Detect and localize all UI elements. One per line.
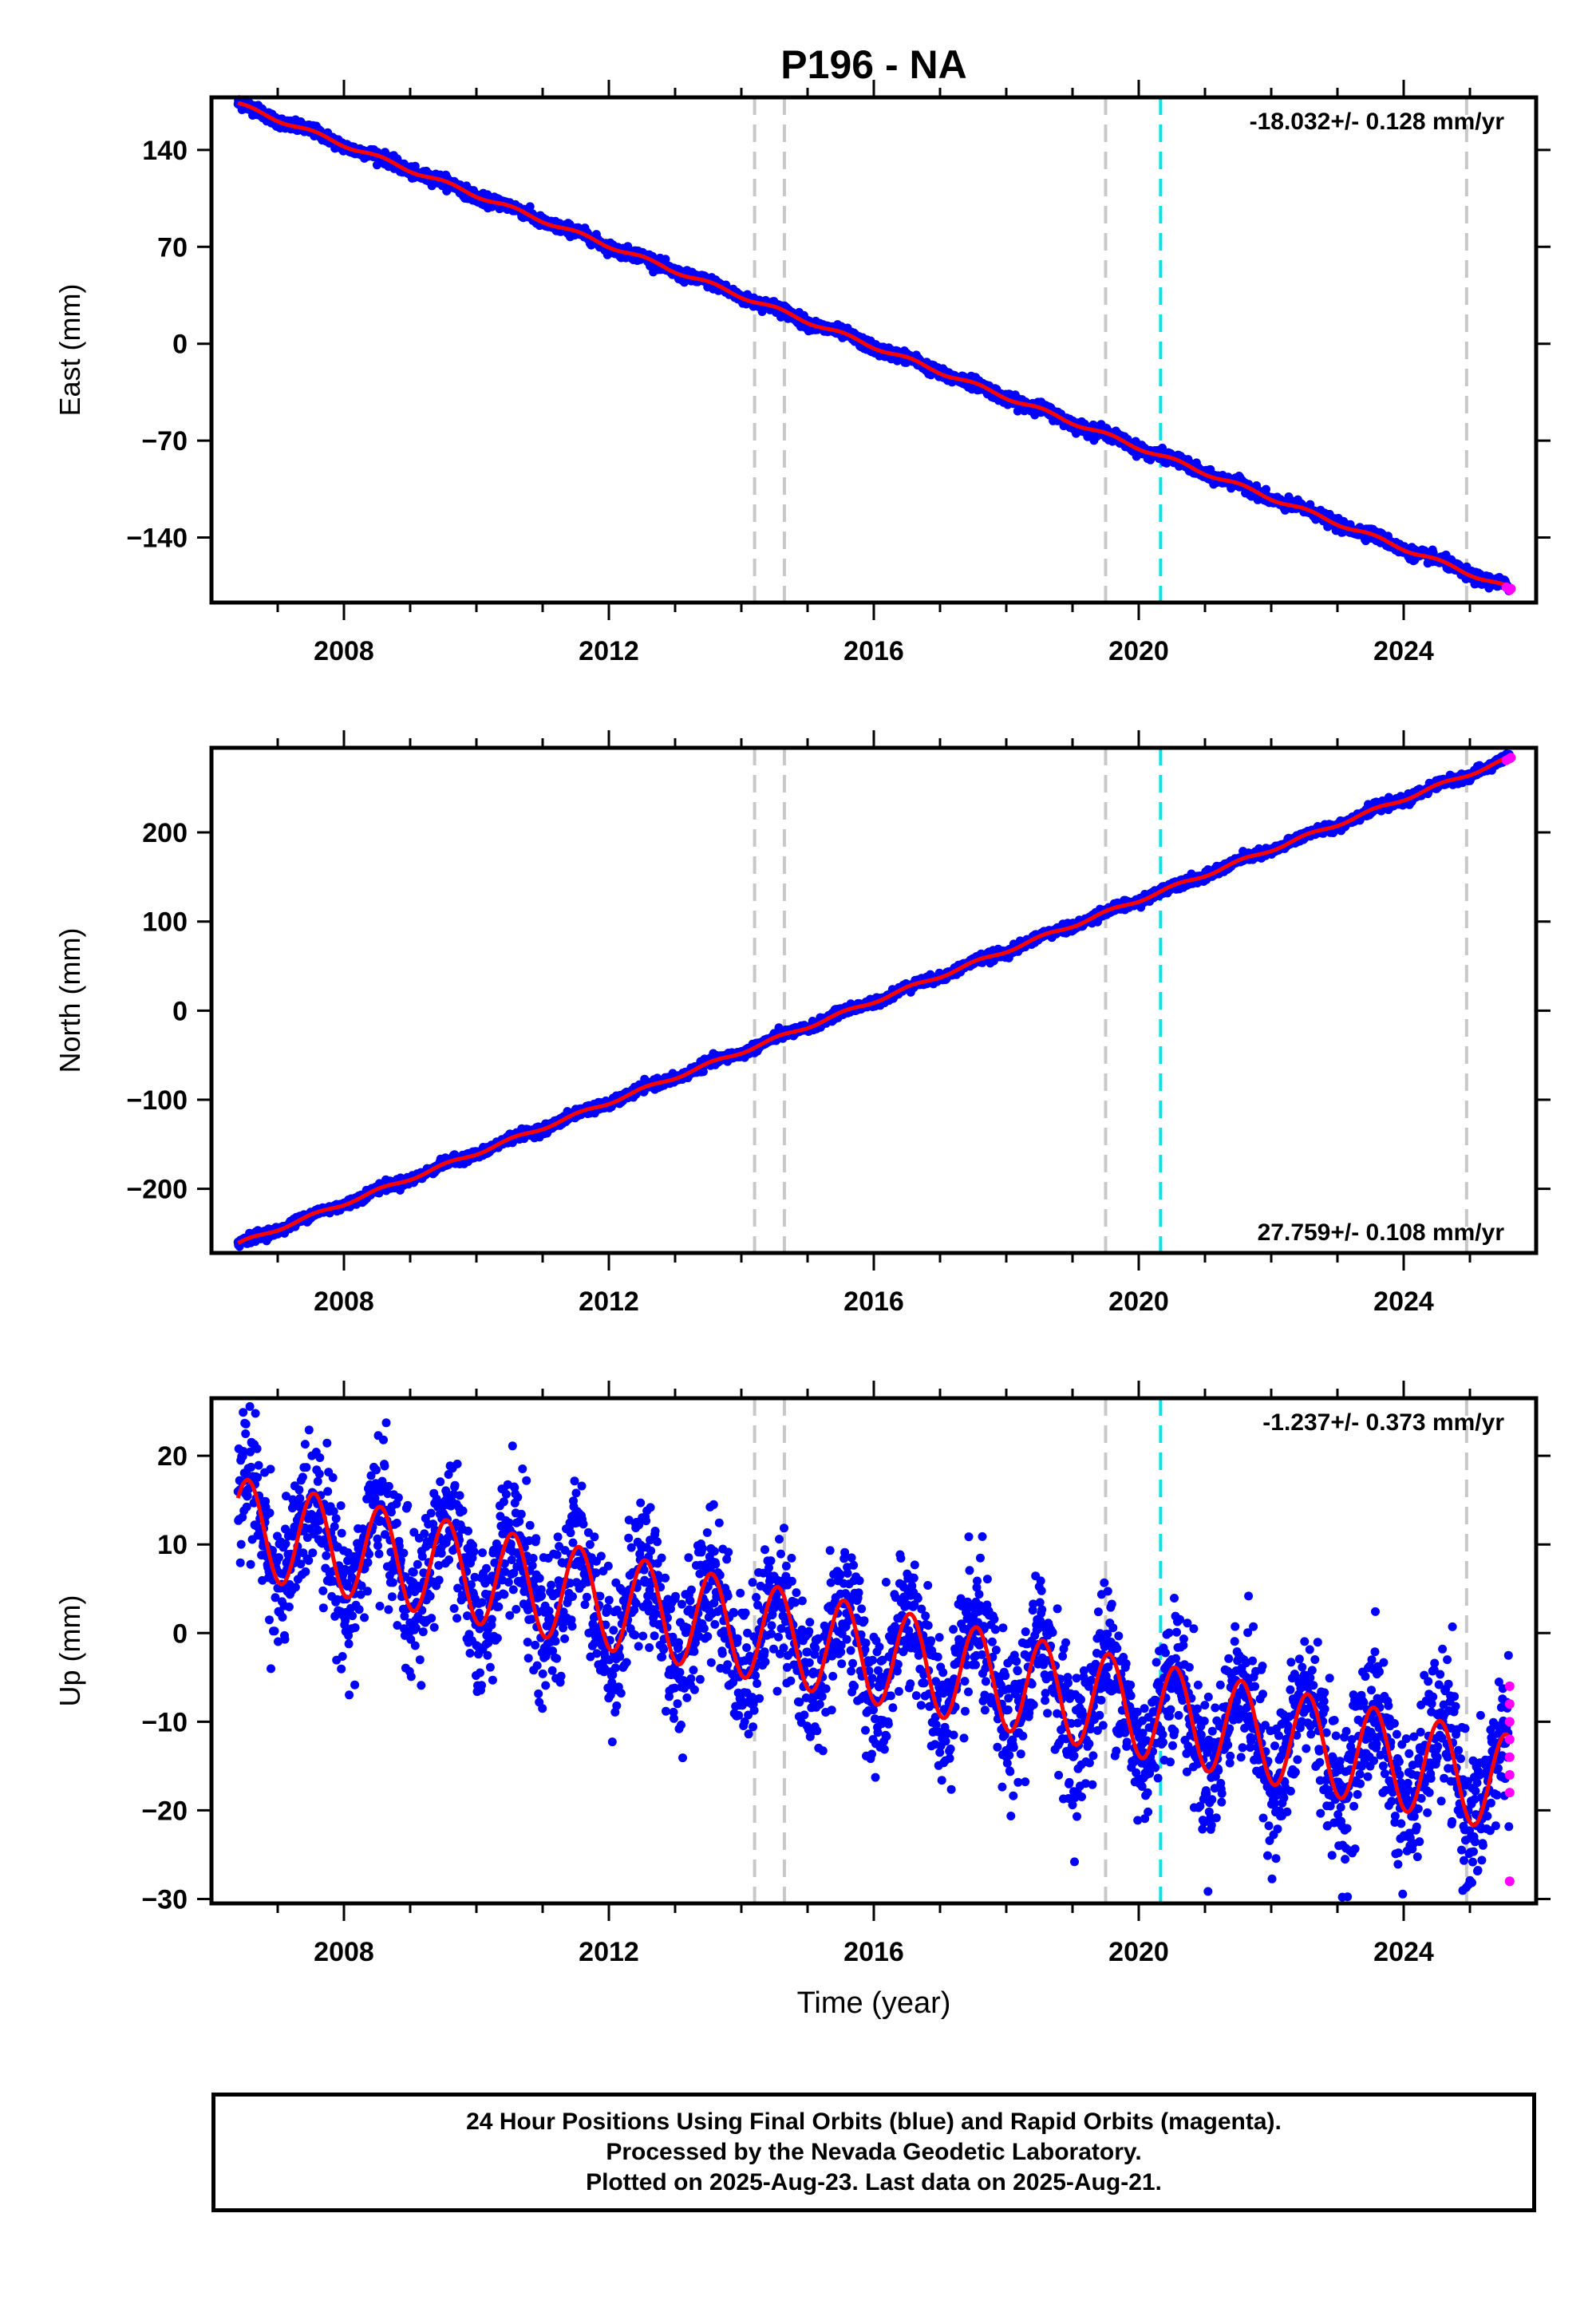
x-tick-label: 2016 bbox=[843, 636, 904, 666]
rapid-data-point bbox=[1506, 583, 1516, 594]
y-axis-label: East (mm) bbox=[53, 284, 86, 417]
y-tick-label: 140 bbox=[142, 136, 188, 166]
chart-panels: 140 70 0 −70 −140 2008 2012 2016 2020 2024 East (m… bbox=[53, 80, 1551, 2020]
figure-title: P196 - NA bbox=[780, 42, 966, 87]
y-tick-label: −70 bbox=[141, 426, 188, 456]
panel-east: 140 70 0 −70 −140 2008 2012 2016 2020 2024 East (m… bbox=[53, 80, 1551, 666]
x-tick-label: 2012 bbox=[579, 636, 639, 666]
rate-label: -18.032+/- 0.128 mm/yr bbox=[1250, 109, 1505, 135]
x-tick-label: 2008 bbox=[314, 636, 374, 666]
y-tick-label: 0 bbox=[172, 330, 188, 360]
series-final-orbits-east bbox=[233, 95, 1514, 595]
data-point bbox=[661, 255, 670, 264]
x-tick-label: 2024 bbox=[1373, 636, 1434, 666]
data-point bbox=[525, 202, 535, 211]
x-tick-label: 2020 bbox=[1108, 636, 1169, 666]
y-tick-label: −140 bbox=[126, 523, 188, 553]
y-tick-label: 70 bbox=[157, 232, 188, 263]
series-final-orbits-north bbox=[233, 749, 1514, 1251]
